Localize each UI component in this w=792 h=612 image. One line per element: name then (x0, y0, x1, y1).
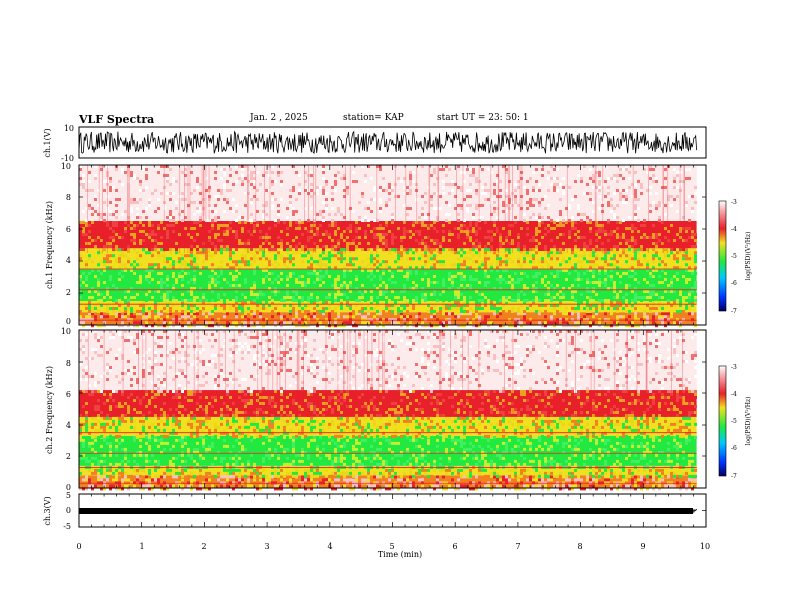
date-label: Jan. 2 , 2025 (250, 113, 308, 123)
xtick-9: 9 (640, 542, 645, 551)
ch1-spec-ylabel: ch.1 Frequency (kHz) (45, 201, 54, 289)
x-axis-label: Time (min) (378, 550, 422, 559)
xtick-5: 5 (389, 542, 394, 551)
ch1-waveform-panel: 10 -10 ch.1(V) (43, 124, 707, 163)
ch1-spectrogram-image (79, 165, 697, 328)
ch2-spectrogram-panel: 0 2 4 6 8 10 ch.2 Frequency (kHz) (45, 327, 707, 492)
ch3-ytick-0: 0 (66, 506, 71, 515)
xtick-6: 6 (452, 542, 457, 551)
ch2-cb-tick-6: -6 (731, 445, 737, 452)
ch1-colorbar: -3 -4 -5 -6 -7 log(PSD)(V²/Hz) (718, 199, 752, 315)
ch2-cb-tick-4: -4 (731, 391, 737, 398)
ch1-cb-label: log(PSD)(V²/Hz) (745, 232, 752, 281)
ch2-ytick-0: 0 (66, 483, 71, 492)
ch3-waveform-band (79, 508, 693, 514)
ch1-cb-tick-5: -5 (731, 253, 737, 260)
ch1-ytick-bottom: -10 (61, 154, 74, 163)
ch1-ytick-4: 4 (66, 256, 71, 265)
ch1-spectrogram-frame (78, 164, 707, 326)
ch1-waveform-line (78, 130, 697, 155)
ch2-cb-tick-5: -5 (731, 418, 737, 425)
ch2-ytick-4: 4 (66, 421, 71, 430)
ch1-cb-tick-7: -7 (731, 308, 737, 315)
ch1-ytick-10: 10 (61, 162, 71, 171)
ch1-wave-ylabel: ch.1(V) (43, 128, 52, 157)
ch3-ytick-minus5: -5 (63, 522, 71, 531)
ch2-cb-tick-3: -3 (731, 364, 737, 371)
ch2-ytick-8: 8 (66, 359, 71, 368)
ch3-waveform-panel: 5 0 -5 ch.3(V) (43, 491, 707, 531)
x-axis: 0 1 2 3 4 5 6 7 8 9 10 Time (min) (76, 542, 710, 559)
ch2-ytick-2: 2 (66, 452, 71, 461)
xtick-1: 1 (139, 542, 144, 551)
xtick-8: 8 (577, 542, 582, 551)
xtick-10: 10 (700, 542, 710, 551)
xtick-0: 0 (76, 542, 81, 551)
ch2-cb-tick-7: -7 (731, 473, 737, 480)
ch1-cb-tick-6: -6 (731, 280, 737, 287)
ch1-ytick-8: 8 (66, 193, 71, 202)
ch1-ytick-top: 10 (64, 124, 74, 133)
ch3-waveform-line (78, 507, 697, 514)
chart-title: VLF Spectra (79, 113, 155, 126)
ch1-ytick-2: 2 (66, 288, 71, 297)
xtick-2: 2 (201, 542, 206, 551)
ch2-ytick-10: 10 (61, 327, 71, 336)
ch1-cb-tick-4: -4 (731, 226, 737, 233)
x-axis-ticks (78, 493, 707, 528)
ch1-spectrogram-panel: 0 2 4 6 8 10 ch.1 Frequency (kHz) (45, 162, 707, 328)
ch2-ytick-6: 6 (66, 390, 71, 399)
xtick-3: 3 (264, 542, 269, 551)
ch2-cb-label: log(PSD)(V²/Hz) (745, 397, 752, 446)
xtick-4: 4 (327, 542, 332, 551)
ch2-spectrogram-frame (78, 329, 707, 489)
ch2-colorbar: -3 -4 -5 -6 -7 log(PSD)(V²/Hz) (718, 364, 752, 480)
ch2-spec-ylabel: ch.2 Frequency (kHz) (45, 366, 54, 454)
ch1-cb-tick-3: -3 (731, 199, 737, 206)
ch1-ytick-0: 0 (66, 317, 71, 326)
ch1-colorbar-gradient (718, 200, 727, 312)
start-ut-label: start UT = 23: 50: 1 (437, 113, 529, 123)
ch2-spectrogram-image (79, 330, 697, 491)
station-label: station= KAP (343, 113, 404, 123)
ch1-waveform-frame (78, 126, 707, 159)
ch1-ytick-6: 6 (66, 225, 71, 234)
ch3-ytick-5: 5 (66, 491, 71, 500)
ch2-colorbar-gradient (718, 365, 727, 477)
xtick-7: 7 (515, 542, 520, 551)
ch3-wave-ylabel: ch.3(V) (43, 496, 52, 525)
